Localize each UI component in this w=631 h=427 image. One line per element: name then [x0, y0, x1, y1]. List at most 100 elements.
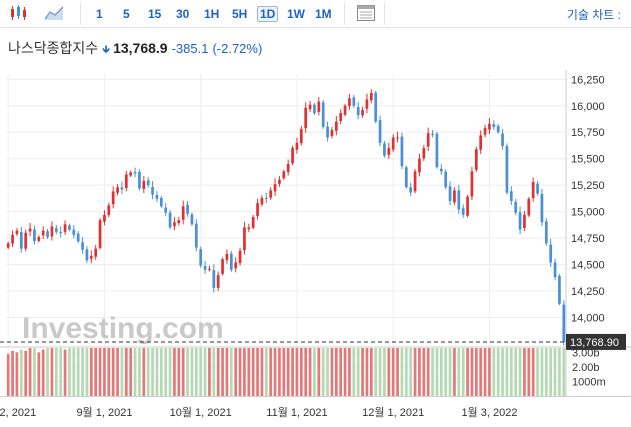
candle-body — [247, 227, 251, 230]
volume-bar — [361, 348, 364, 396]
candle-body — [313, 104, 316, 114]
last-price-label: 13,768.90 — [570, 337, 619, 349]
candle-body — [177, 220, 181, 224]
candle-body — [63, 224, 67, 232]
candle-body — [76, 233, 80, 242]
candle-body — [453, 190, 456, 203]
volume-bar — [50, 348, 54, 396]
volume-bar — [94, 348, 98, 396]
candle-body — [409, 187, 413, 193]
candles — [6, 89, 566, 346]
volume-bar — [33, 348, 36, 396]
interval-1w[interactable]: 1W — [287, 7, 305, 21]
volume-bar — [448, 348, 452, 396]
volume-bar — [426, 348, 430, 396]
volume-bar — [89, 348, 93, 396]
volume-bar — [81, 348, 84, 396]
candle-body — [124, 174, 128, 189]
candle-body — [129, 172, 133, 176]
candle-body — [229, 253, 233, 270]
volume-bar — [76, 348, 80, 396]
candle-body — [348, 98, 351, 107]
candle-body — [190, 214, 194, 225]
candle-body — [116, 187, 119, 193]
table-icon[interactable] — [356, 4, 376, 22]
volume-bar — [120, 348, 124, 396]
candle-body — [492, 124, 496, 127]
interval-5min[interactable]: 5 — [123, 7, 130, 21]
candle-body — [264, 197, 268, 199]
candle-body — [509, 191, 513, 202]
volume-bar — [46, 348, 49, 396]
volume-bar — [116, 348, 119, 396]
volume-bar — [378, 348, 382, 396]
candle-body — [216, 275, 220, 288]
candle-body — [146, 180, 150, 186]
volume-bar — [85, 348, 89, 396]
volume-bar — [124, 348, 128, 396]
volume-bar — [396, 348, 399, 396]
interval-1d[interactable]: 1D — [257, 6, 279, 22]
volume-bar — [369, 348, 373, 396]
candle-body — [396, 137, 399, 139]
candle-body — [225, 253, 229, 261]
price-change-percent: (-2.72%) — [212, 41, 263, 56]
watermark: Investing.com — [22, 312, 224, 345]
volume-bar — [133, 348, 137, 396]
volume-bar — [19, 349, 23, 396]
time-tick-label: 9월 1, 2021 — [76, 406, 132, 419]
price-tick-label: 15,000 — [571, 207, 605, 219]
candle-body — [111, 191, 115, 205]
time-tick-label: 11월 1, 2021 — [266, 406, 327, 419]
interval-1m[interactable]: 1M — [315, 7, 332, 21]
area-chart-icon[interactable] — [44, 4, 64, 22]
candle-body — [208, 268, 211, 270]
interval-15min[interactable]: 15 — [148, 7, 162, 21]
candle-body — [470, 171, 474, 197]
volume-bar — [439, 348, 443, 396]
volume-bar — [273, 348, 277, 396]
interval-30min[interactable]: 30 — [176, 7, 190, 21]
candlestick-icon[interactable] — [8, 4, 28, 22]
volume-bar — [190, 348, 194, 396]
volume-bar — [409, 348, 413, 396]
candle-body — [527, 198, 531, 216]
volume-bar — [435, 348, 439, 396]
technical-chart-link[interactable]: 기술 차트 : — [566, 8, 621, 22]
price-tick-label: 15,250 — [571, 180, 605, 192]
candle-body — [304, 107, 308, 129]
volume-bar — [24, 350, 28, 396]
volume-bar — [558, 348, 561, 396]
candle-body — [15, 230, 19, 234]
volume-bar — [374, 348, 378, 396]
interval-5h[interactable]: 5H — [232, 7, 248, 21]
volume-bar — [264, 348, 268, 396]
interval-1h[interactable]: 1H — [204, 7, 220, 21]
volume-bar — [523, 348, 526, 396]
candle-body — [181, 206, 185, 220]
volume-bar — [221, 348, 224, 396]
volume-bar — [544, 348, 548, 396]
candle-body — [505, 145, 509, 193]
time-axis: 8월 2, 2021 9월 1, 2021 10월 1, 2021 11월 1, 20… — [0, 406, 517, 419]
volume-bar — [238, 348, 242, 396]
price-chart[interactable]: Investing.com 14,000 14,250 14,500 14,750 15… — [0, 70, 631, 427]
candle-body — [273, 184, 277, 192]
volume-bar — [173, 348, 176, 396]
volume-bar — [383, 348, 386, 396]
candle-body — [400, 136, 404, 167]
volume-bar — [321, 348, 325, 396]
candle-body — [444, 171, 448, 188]
volume-bar — [326, 348, 329, 396]
volume-bar — [260, 348, 264, 396]
interval-1min[interactable]: 1 — [96, 7, 103, 21]
candle-body — [553, 262, 557, 278]
volume-bar — [391, 348, 395, 396]
volume-bar — [177, 348, 181, 396]
candle-body — [133, 172, 137, 174]
candle-body — [221, 259, 224, 274]
volume-bar — [234, 348, 238, 396]
candle-body — [243, 227, 246, 251]
volume-bar — [11, 350, 14, 396]
candle-body — [518, 212, 522, 230]
